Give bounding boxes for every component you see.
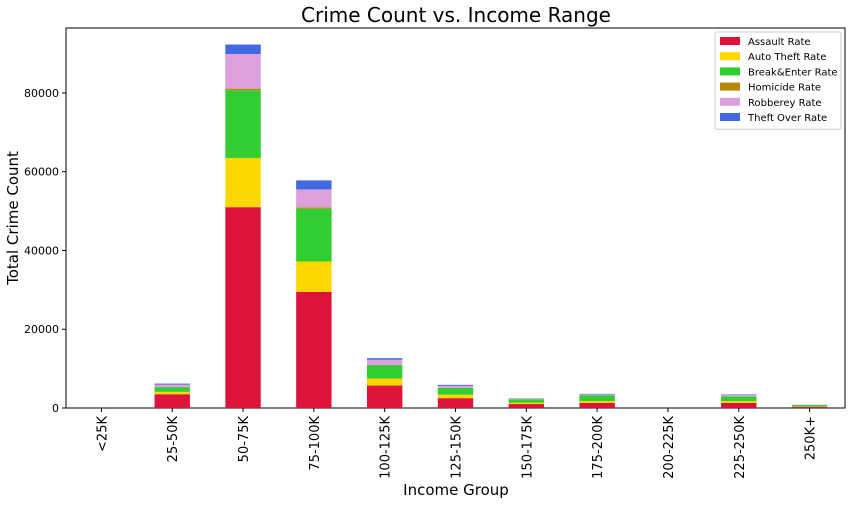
- bar-segment: [225, 158, 260, 207]
- legend-label: Robberey Rate: [748, 98, 822, 109]
- x-tick-label: 250K+: [804, 416, 819, 460]
- bar-segment: [225, 207, 260, 408]
- bar-segment: [367, 386, 402, 408]
- bar-segment: [367, 360, 402, 365]
- bar-segment: [296, 209, 331, 262]
- legend: Assault Rate Auto Theft Rate Break&Enter R…: [715, 32, 841, 129]
- legend-swatch: [720, 98, 740, 106]
- x-tick-label: 200-225K: [662, 416, 677, 479]
- bar-segment: [438, 385, 473, 386]
- bar-segment: [579, 401, 614, 403]
- bar-segment: [225, 45, 260, 54]
- x-tick-label: 150-175K: [520, 416, 535, 479]
- bar-segment: [721, 395, 756, 396]
- bar-segment: [721, 401, 756, 403]
- y-tick-label: 20000: [24, 323, 59, 336]
- legend-swatch: [720, 52, 740, 60]
- bar-segment: [225, 90, 260, 158]
- bar-segment: [579, 394, 614, 395]
- x-tick-label: 25-50K: [166, 416, 181, 463]
- legend-label: Auto Theft Rate: [748, 52, 826, 63]
- bar-segment: [721, 396, 756, 401]
- bar-segment: [296, 292, 331, 408]
- y-axis-title: Total Crime Count: [4, 151, 22, 286]
- y-tick-label: 80000: [24, 87, 59, 100]
- legend-label: Homicide Rate: [748, 83, 821, 94]
- x-tick-label: 175-200K: [591, 416, 606, 479]
- bar-segment: [296, 262, 331, 292]
- bar-segment: [438, 386, 473, 388]
- legend-label: Break&Enter Rate: [748, 67, 838, 78]
- y-tick-label: 0: [52, 402, 59, 415]
- x-tick-label: <25K: [95, 416, 110, 452]
- legend-label: Theft Over Rate: [747, 113, 827, 124]
- legend-swatch: [720, 37, 740, 45]
- bar-segment: [367, 365, 402, 378]
- bar-segment: [155, 385, 190, 387]
- bar-segment: [155, 387, 190, 392]
- bar-segment: [579, 394, 614, 395]
- bar-segment: [225, 89, 260, 91]
- bar-segment: [225, 54, 260, 89]
- legend-swatch: [720, 83, 740, 91]
- x-tick-label: 100-125K: [379, 416, 394, 479]
- bar-segment: [155, 394, 190, 408]
- bar-segment: [296, 208, 331, 209]
- bar-segment: [509, 399, 544, 402]
- bar-segment: [367, 378, 402, 385]
- bar-segment: [509, 403, 544, 404]
- x-tick-label: 50-75K: [237, 416, 252, 463]
- x-tick-label: 75-100K: [308, 416, 323, 471]
- bar-segment: [509, 404, 544, 408]
- y-tick-label: 60000: [24, 166, 59, 179]
- bar-segment: [721, 394, 756, 395]
- legend-label: Assault Rate: [748, 37, 811, 48]
- bar-segment: [579, 403, 614, 408]
- x-tick-label: 125-150K: [450, 416, 465, 479]
- bar-segment: [155, 384, 190, 385]
- x-tick-label: 225-250K: [733, 416, 748, 479]
- bar-segment: [367, 358, 402, 360]
- bar-segment: [438, 398, 473, 408]
- legend-swatch: [720, 67, 740, 75]
- bar-segment: [792, 405, 827, 407]
- bar-segment: [438, 395, 473, 399]
- bar-segment: [579, 395, 614, 401]
- y-tick-label: 40000: [24, 244, 59, 257]
- bar-segment: [438, 388, 473, 395]
- bar-segment: [155, 392, 190, 394]
- bar-segment: [296, 180, 331, 189]
- bar-segment: [509, 399, 544, 400]
- bar-segment: [721, 403, 756, 408]
- bar-segment: [792, 407, 827, 408]
- chart-title: Crime Count vs. Income Range: [301, 3, 611, 27]
- x-axis-title: Income Group: [403, 481, 509, 499]
- bar-segment: [296, 189, 331, 207]
- legend-swatch: [720, 113, 740, 121]
